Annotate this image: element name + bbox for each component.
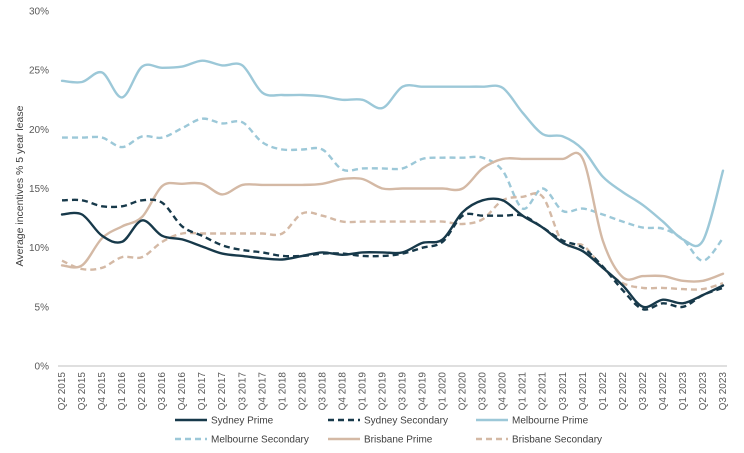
y-tick-label: 15% bbox=[29, 184, 49, 195]
series-line-melbourne-secondary bbox=[62, 117, 724, 262]
x-tick-label: Q1 2023 bbox=[678, 372, 689, 411]
legend-label-melbourne-secondary: Melbourne Secondary bbox=[211, 435, 309, 446]
x-tick-label: Q4 2019 bbox=[418, 372, 429, 411]
series-line-sydney-secondary bbox=[61, 198, 724, 311]
x-tick-label: Q4 2017 bbox=[257, 372, 268, 411]
x-tick-label: Q4 2018 bbox=[337, 372, 348, 411]
legend-label-brisbane-secondary: Brisbane Secondary bbox=[512, 435, 602, 446]
series-line-sydney-prime bbox=[60, 197, 725, 309]
x-tick-label: Q2 2022 bbox=[618, 372, 629, 411]
x-tick-label: Q1 2022 bbox=[598, 372, 609, 411]
x-tick-label: Q4 2022 bbox=[658, 372, 669, 411]
x-tick-label: Q3 2019 bbox=[398, 372, 409, 411]
y-tick-label: 10% bbox=[29, 243, 49, 254]
x-tick-label: Q3 2022 bbox=[638, 372, 649, 411]
x-tick-label: Q3 2017 bbox=[237, 372, 248, 411]
x-tick-label: Q3 2023 bbox=[718, 372, 729, 411]
series-line-melbourne-prime bbox=[60, 59, 725, 248]
x-tick-label: Q3 2021 bbox=[558, 372, 569, 411]
x-tick-label: Q2 2018 bbox=[297, 372, 308, 411]
y-axis-label: Average incentives % 5 year lease bbox=[14, 105, 26, 266]
x-tick-label: Q1 2016 bbox=[117, 372, 128, 411]
y-tick-label: 30% bbox=[29, 7, 49, 18]
y-tick-label: 0% bbox=[35, 362, 50, 373]
y-tick-label: 25% bbox=[29, 66, 49, 77]
x-tick-label: Q4 2021 bbox=[578, 372, 589, 411]
x-axis: Q2 2015 Q3 2015 Q4 2015 Q1 2016 Q2 2016 Q3 20… bbox=[57, 372, 729, 411]
x-tick-label: Q2 2021 bbox=[538, 372, 549, 411]
x-tick-label: Q2 2023 bbox=[698, 372, 709, 411]
x-tick-label: Q2 2016 bbox=[137, 372, 148, 411]
x-tick-label: Q3 2018 bbox=[317, 372, 328, 411]
legend-label-sydney-secondary: Sydney Secondary bbox=[364, 416, 448, 427]
series-group bbox=[60, 59, 725, 311]
x-tick-label: Q4 2016 bbox=[177, 372, 188, 411]
y-tick-label: 5% bbox=[35, 302, 50, 313]
legend-label-melbourne-prime: Melbourne Prime bbox=[512, 416, 589, 427]
legend: Sydney Prime Sydney Secondary Melbourne Pr… bbox=[175, 416, 602, 446]
legend-label-brisbane-prime: Brisbane Prime bbox=[364, 435, 433, 446]
x-tick-label: Q1 2019 bbox=[357, 372, 368, 411]
x-tick-label: Q3 2020 bbox=[478, 372, 489, 411]
x-tick-label: Q1 2020 bbox=[438, 372, 449, 411]
y-axis: 0% 5% 10% 15% 20% 25% 30% bbox=[29, 7, 49, 373]
x-tick-label: Q2 2020 bbox=[458, 372, 469, 411]
series-line-brisbane-prime bbox=[60, 151, 725, 283]
x-tick-label: Q4 2015 bbox=[97, 372, 108, 411]
x-tick-label: Q1 2021 bbox=[518, 372, 529, 411]
legend-label-sydney-prime: Sydney Prime bbox=[211, 416, 274, 427]
x-tick-label: Q1 2018 bbox=[277, 372, 288, 411]
x-tick-label: Q1 2017 bbox=[197, 372, 208, 411]
series-line-brisbane-secondary bbox=[61, 192, 724, 291]
x-tick-label: Q3 2016 bbox=[157, 372, 168, 411]
x-tick-label: Q4 2020 bbox=[498, 372, 509, 411]
x-tick-label: Q2 2015 bbox=[57, 372, 68, 411]
x-tick-label: Q3 2015 bbox=[77, 372, 88, 411]
x-tick-label: Q2 2017 bbox=[217, 372, 228, 411]
x-tick-label: Q2 2019 bbox=[377, 372, 388, 411]
y-tick-label: 20% bbox=[29, 125, 49, 136]
